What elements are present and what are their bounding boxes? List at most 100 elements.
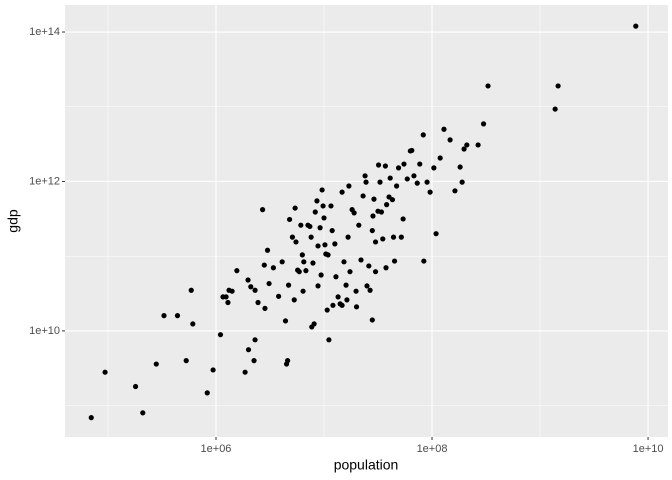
point bbox=[552, 106, 558, 112]
point bbox=[345, 234, 351, 240]
point bbox=[311, 321, 317, 327]
point bbox=[293, 239, 299, 245]
point bbox=[421, 258, 427, 264]
point bbox=[437, 155, 443, 161]
point bbox=[335, 294, 341, 300]
point bbox=[343, 282, 349, 288]
point bbox=[329, 227, 335, 234]
point bbox=[358, 257, 364, 263]
point bbox=[88, 415, 94, 421]
point bbox=[245, 277, 251, 283]
point bbox=[555, 83, 561, 89]
point bbox=[411, 173, 417, 179]
point bbox=[395, 165, 402, 171]
point bbox=[276, 293, 282, 299]
point bbox=[190, 321, 196, 327]
point bbox=[225, 299, 231, 306]
point bbox=[188, 287, 194, 293]
point bbox=[356, 222, 362, 228]
point bbox=[452, 188, 458, 194]
point bbox=[346, 183, 352, 189]
point bbox=[387, 175, 393, 181]
point bbox=[153, 361, 159, 367]
point bbox=[264, 247, 271, 253]
point bbox=[372, 239, 379, 245]
x-axis-title: population bbox=[334, 457, 399, 473]
point bbox=[314, 198, 320, 204]
point bbox=[325, 252, 331, 258]
y-tick-label: 1e+10 bbox=[29, 325, 60, 337]
point bbox=[391, 258, 398, 264]
point bbox=[360, 193, 366, 199]
y-tick-label: 1e+12 bbox=[29, 175, 60, 187]
point bbox=[485, 83, 491, 89]
point bbox=[330, 302, 336, 308]
point bbox=[414, 180, 420, 186]
point bbox=[364, 283, 370, 289]
point bbox=[401, 161, 407, 167]
x-tick-label: 1e+06 bbox=[201, 443, 232, 455]
plot-background bbox=[65, 5, 668, 437]
point bbox=[318, 272, 324, 278]
point bbox=[161, 313, 167, 319]
point bbox=[251, 358, 257, 364]
point bbox=[369, 227, 375, 234]
point bbox=[242, 369, 248, 375]
point bbox=[279, 259, 285, 265]
point bbox=[308, 234, 314, 240]
point bbox=[447, 137, 453, 143]
point bbox=[324, 307, 330, 313]
point bbox=[234, 268, 240, 274]
point bbox=[353, 288, 359, 294]
point bbox=[223, 294, 229, 300]
point bbox=[378, 209, 385, 215]
point bbox=[404, 176, 410, 182]
point bbox=[301, 259, 307, 265]
point bbox=[370, 213, 376, 219]
point bbox=[286, 216, 293, 223]
point bbox=[464, 142, 470, 148]
point bbox=[252, 337, 258, 343]
point bbox=[409, 147, 415, 154]
point bbox=[315, 243, 321, 249]
point bbox=[315, 283, 321, 289]
point bbox=[102, 369, 108, 375]
point bbox=[298, 222, 304, 228]
point bbox=[282, 318, 289, 324]
point bbox=[377, 179, 383, 185]
point bbox=[433, 231, 439, 237]
point bbox=[633, 23, 639, 29]
point bbox=[328, 203, 334, 209]
point bbox=[261, 262, 267, 268]
point bbox=[441, 126, 447, 132]
point bbox=[371, 196, 377, 202]
point bbox=[317, 225, 323, 231]
point bbox=[248, 284, 254, 290]
point bbox=[344, 297, 350, 303]
point bbox=[420, 132, 426, 138]
point bbox=[245, 347, 252, 353]
point bbox=[384, 202, 390, 208]
point bbox=[229, 288, 235, 294]
point bbox=[341, 259, 347, 265]
point bbox=[363, 179, 369, 185]
point bbox=[457, 164, 463, 170]
point bbox=[140, 410, 146, 416]
point bbox=[375, 162, 382, 168]
point bbox=[382, 163, 388, 169]
point bbox=[289, 234, 296, 240]
x-tick-label: 1e+08 bbox=[417, 443, 448, 455]
y-tick-label: 1e+14 bbox=[29, 26, 60, 38]
point bbox=[296, 269, 302, 275]
point bbox=[369, 317, 375, 323]
point bbox=[389, 197, 396, 203]
point bbox=[183, 358, 189, 364]
point bbox=[319, 187, 325, 193]
point bbox=[322, 242, 328, 248]
point bbox=[332, 241, 338, 247]
point bbox=[333, 274, 339, 280]
point bbox=[459, 179, 465, 185]
point bbox=[310, 260, 316, 266]
point bbox=[259, 207, 266, 213]
point bbox=[390, 234, 397, 240]
